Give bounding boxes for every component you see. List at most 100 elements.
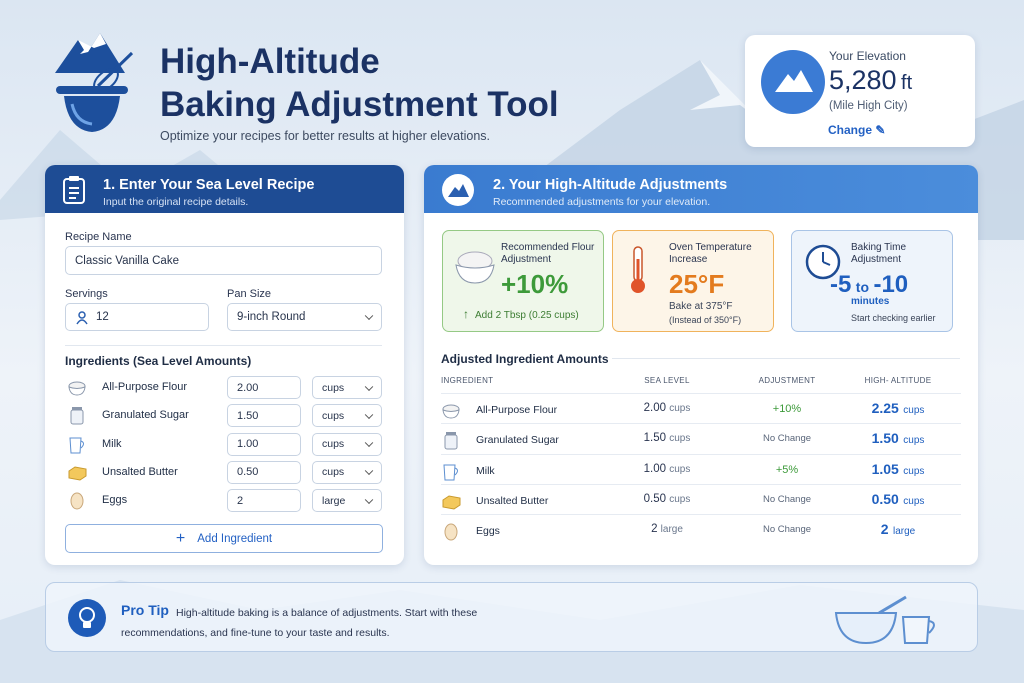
ingredient-name: Granulated Sugar	[102, 409, 189, 422]
amount: 1.50	[643, 432, 667, 445]
change-text[interactable]: Change	[828, 123, 873, 137]
unit-select[interactable]: large	[312, 489, 382, 513]
ingredient-icon	[442, 495, 461, 510]
adjustment: +5%	[775, 463, 799, 476]
sea-level-amount: 1.50 cups	[617, 432, 717, 444]
logo	[55, 33, 134, 132]
unit: cups	[903, 405, 925, 416]
ingredient-icon	[444, 523, 458, 541]
title-line: Baking Adjustment Tool	[160, 85, 559, 124]
servings-value[interactable]: 12	[96, 311, 109, 323]
ingredient-icon	[70, 492, 84, 510]
ingredient-icon	[68, 381, 86, 396]
row-divider	[441, 393, 961, 394]
servings-input[interactable]: 12	[65, 303, 209, 331]
card-label: Oven Temperature Increase	[669, 242, 752, 265]
amount: 1.00	[643, 462, 667, 475]
ingredient-name: Eggs	[102, 494, 128, 507]
field-label: Pan Size	[227, 288, 272, 300]
amount: 1.05	[871, 460, 899, 477]
ingredient-name: All-Purpose Flour	[476, 404, 558, 416]
recipe-name-input[interactable]: Classic Vanilla Cake	[65, 246, 382, 275]
flour-icon	[455, 251, 495, 284]
change-link[interactable]: Change ✎	[828, 123, 886, 137]
time-note: Start checking earlier	[851, 313, 936, 323]
ingredient-name: Milk	[476, 464, 495, 477]
unit-select[interactable]: cups	[312, 404, 382, 428]
unit-value[interactable]: cups	[322, 438, 345, 451]
amount-input[interactable]: 2	[227, 489, 301, 513]
unit: cups	[669, 463, 691, 475]
adjustment: +10%	[772, 403, 802, 415]
flour-value: +10%	[501, 269, 569, 299]
adjustments-title: 2. Your High-Altitude Adjustments	[493, 177, 728, 193]
field-label: Recipe Name	[65, 231, 132, 243]
unit: cups	[669, 403, 691, 414]
recipe-header: 1. Enter Your Sea Level Recipe Input the…	[45, 165, 404, 213]
row-divider	[441, 483, 961, 485]
row-divider	[441, 423, 961, 425]
time-value: -5 to -10	[830, 271, 908, 299]
amount: 2.00	[643, 402, 667, 414]
time-from: -5	[830, 271, 852, 298]
ingredient-name: Eggs	[476, 525, 500, 538]
unit: large	[893, 526, 916, 538]
sea-level-amount: 2.00 cups	[617, 402, 717, 414]
plus-icon[interactable]: +	[175, 529, 186, 547]
thermometer-icon	[631, 246, 645, 293]
temperature-note: (Instead of 350°F)	[669, 315, 742, 325]
row-divider	[441, 514, 961, 516]
amount-input[interactable]: 2.00	[227, 376, 301, 399]
high-altitude-amount: 2.25 cups	[848, 400, 948, 418]
amount-input[interactable]: 1.00	[227, 432, 301, 456]
add-ingredient-button[interactable]: + Add Ingredient	[65, 524, 383, 553]
table-title: Adjusted Ingredient Amounts	[441, 352, 609, 366]
recipe-panel: 1. Enter Your Sea Level Recipe Input the…	[45, 165, 404, 565]
ingredient-icon	[68, 466, 87, 481]
sea-level-amount: 0.50 cups	[617, 493, 717, 505]
ingredient-name: Granulated Sugar	[476, 434, 559, 447]
tip-text: High-altitude baking is a balance of adj…	[121, 607, 478, 639]
unit-value[interactable]: cups	[322, 409, 345, 422]
title: High-Altitude Baking Adjustment Tool	[160, 40, 559, 126]
amount-input[interactable]: 1.50	[227, 404, 301, 428]
high-altitude-amount: 1.50 cups	[848, 430, 948, 448]
sea-level-amount: 1.00 cups	[617, 463, 717, 475]
ingredient-name: All-Purpose Flour	[102, 381, 187, 393]
unit-select[interactable]: cups	[312, 460, 382, 484]
adjustments-subtitle: Recommended adjustments for your elevati…	[493, 196, 711, 208]
unit: cups	[903, 435, 925, 447]
adjustment: No Change	[762, 433, 812, 445]
adjustment: No Change	[762, 493, 812, 505]
unit-value[interactable]: cups	[322, 466, 345, 479]
time-card: Baking Time Adjustment -5 to -10 minutes…	[791, 230, 953, 332]
title-line: High-Altitude	[160, 42, 380, 81]
ingredient-name: Unsalted Butter	[476, 494, 549, 507]
clipboard-icon	[63, 176, 85, 204]
add-ingredient-text[interactable]: Add Ingredient	[197, 532, 273, 545]
temperature-note: Bake at 375°F	[669, 301, 733, 312]
amount: 1.50	[871, 430, 899, 447]
unit-select[interactable]: cups	[312, 432, 382, 456]
card-label: Baking Time Adjustment	[851, 242, 907, 265]
ingredient-name: Unsalted Butter	[102, 465, 178, 478]
amount-input[interactable]: 0.50	[227, 460, 301, 484]
amount: 2	[880, 521, 889, 538]
unit: large	[660, 524, 683, 536]
amount: 0.50	[871, 490, 899, 507]
elevation-label: Your Elevation	[829, 49, 906, 63]
unit-select[interactable]: cups	[312, 376, 382, 399]
bulb-icon	[68, 599, 106, 637]
unit-value[interactable]: large	[322, 494, 346, 507]
bowl-illustration	[834, 595, 935, 645]
unit-value[interactable]: cups	[322, 381, 345, 394]
ingredient-name: Milk	[102, 437, 122, 450]
pan-select[interactable]: 9-inch Round	[227, 303, 382, 331]
time-connector: to	[855, 279, 870, 295]
flour-card: Recommended Flour Adjustment +10% ↑ Add 2…	[442, 230, 604, 332]
recipe-title: 1. Enter Your Sea Level Recipe	[103, 177, 315, 193]
high-altitude-amount: 1.05 cups	[848, 461, 948, 479]
ingredient-icon	[443, 464, 458, 481]
pan-value[interactable]: 9-inch Round	[237, 311, 306, 323]
unit: cups	[903, 465, 925, 477]
